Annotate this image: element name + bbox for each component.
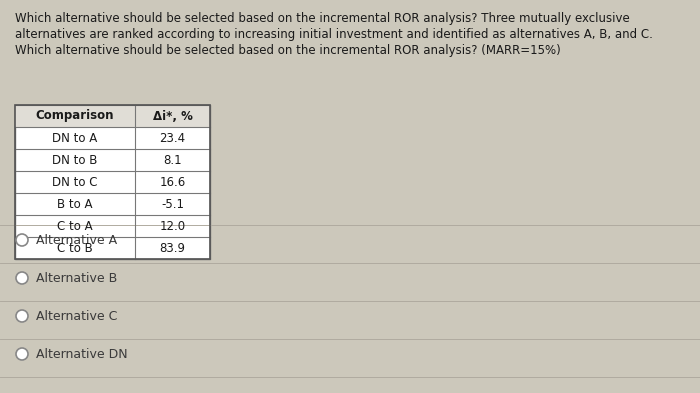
Text: alternatives are ranked according to increasing initial investment and identifie: alternatives are ranked according to inc… — [15, 28, 653, 41]
Text: DN to B: DN to B — [52, 154, 98, 167]
Text: C to B: C to B — [57, 242, 93, 255]
Text: -5.1: -5.1 — [161, 198, 184, 211]
Text: Alternative A: Alternative A — [36, 233, 117, 246]
Text: Which alternative should be selected based on the incremental ROR analysis? Thre: Which alternative should be selected bas… — [15, 12, 630, 25]
Circle shape — [16, 310, 28, 322]
Text: Comparison: Comparison — [36, 110, 114, 123]
Text: DN to A: DN to A — [52, 132, 97, 145]
Text: B to A: B to A — [57, 198, 92, 211]
Text: Which alternative should be selected based on the incremental ROR analysis? (MAR: Which alternative should be selected bas… — [15, 44, 561, 57]
Text: Alternative C: Alternative C — [36, 310, 118, 323]
Bar — [15, 105, 210, 259]
Text: 23.4: 23.4 — [160, 132, 186, 145]
Text: Alternative DN: Alternative DN — [36, 347, 127, 360]
Text: Δi*, %: Δi*, % — [153, 110, 192, 123]
Text: Alternative B: Alternative B — [36, 272, 118, 285]
Bar — [15, 105, 210, 259]
Text: 83.9: 83.9 — [160, 242, 186, 255]
Text: DN to C: DN to C — [52, 176, 98, 189]
Bar — [15, 105, 210, 127]
Circle shape — [16, 234, 28, 246]
Text: 12.0: 12.0 — [160, 220, 186, 233]
Circle shape — [16, 348, 28, 360]
Circle shape — [16, 272, 28, 284]
Text: C to A: C to A — [57, 220, 93, 233]
Text: 8.1: 8.1 — [163, 154, 182, 167]
Text: 16.6: 16.6 — [160, 176, 186, 189]
